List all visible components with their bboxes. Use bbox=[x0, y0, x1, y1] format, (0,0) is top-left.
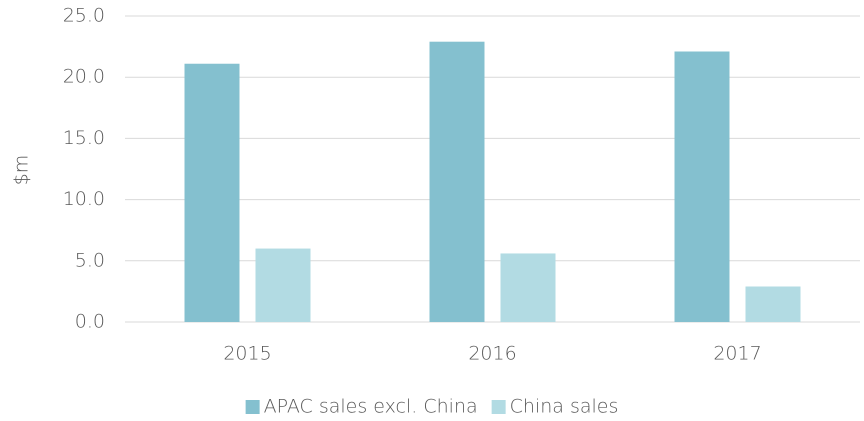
bar bbox=[184, 63, 240, 323]
legend-swatch bbox=[245, 400, 260, 414]
legend-label: China sales bbox=[510, 396, 619, 418]
y-tick-label: 10.0 bbox=[63, 188, 105, 210]
y-tick-label: 5.0 bbox=[75, 249, 105, 271]
legend-swatch bbox=[491, 400, 506, 414]
bar bbox=[429, 41, 485, 322]
y-tick-label: 25.0 bbox=[63, 5, 105, 27]
bar bbox=[255, 248, 311, 322]
bar bbox=[745, 286, 801, 322]
y-tick-label: 15.0 bbox=[63, 127, 105, 149]
x-tick-label: 2015 bbox=[223, 343, 271, 365]
legend-label: APAC sales excl. China bbox=[264, 396, 478, 418]
x-tick-label: 2016 bbox=[468, 343, 516, 365]
x-tick-label: 2017 bbox=[713, 343, 761, 365]
y-tick-label: 20.0 bbox=[63, 66, 105, 88]
y-axis-label: $m bbox=[11, 155, 33, 186]
bar bbox=[674, 51, 730, 322]
y-tick-label: 0.0 bbox=[75, 311, 105, 333]
bar bbox=[500, 253, 556, 322]
